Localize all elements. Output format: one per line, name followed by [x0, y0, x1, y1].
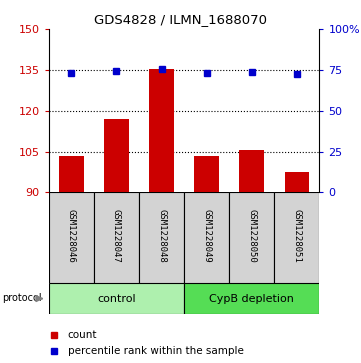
Text: GSM1228046: GSM1228046 [67, 209, 76, 263]
Bar [184, 192, 229, 283]
Text: GSM1228050: GSM1228050 [247, 209, 256, 263]
Bar [239, 150, 264, 192]
Text: GSM1228051: GSM1228051 [292, 209, 301, 263]
Bar [284, 172, 309, 192]
Bar [194, 156, 219, 192]
Bar [274, 192, 319, 283]
Bar [229, 192, 274, 283]
Text: control: control [97, 294, 136, 303]
Text: GSM1228047: GSM1228047 [112, 209, 121, 263]
Text: GDS4828 / ILMN_1688070: GDS4828 / ILMN_1688070 [94, 13, 267, 26]
Bar [49, 192, 94, 283]
Text: count: count [68, 330, 97, 339]
Bar [139, 192, 184, 283]
Text: GSM1228049: GSM1228049 [202, 209, 211, 263]
Bar [94, 192, 139, 283]
Bar [149, 69, 174, 192]
Bar [104, 119, 129, 192]
Text: percentile rank within the sample: percentile rank within the sample [68, 346, 244, 356]
Bar [184, 283, 319, 314]
Bar [59, 156, 84, 192]
Bar [49, 283, 184, 314]
Text: CypB depletion: CypB depletion [209, 294, 294, 303]
Text: protocol: protocol [3, 293, 42, 303]
Text: GSM1228048: GSM1228048 [157, 209, 166, 263]
